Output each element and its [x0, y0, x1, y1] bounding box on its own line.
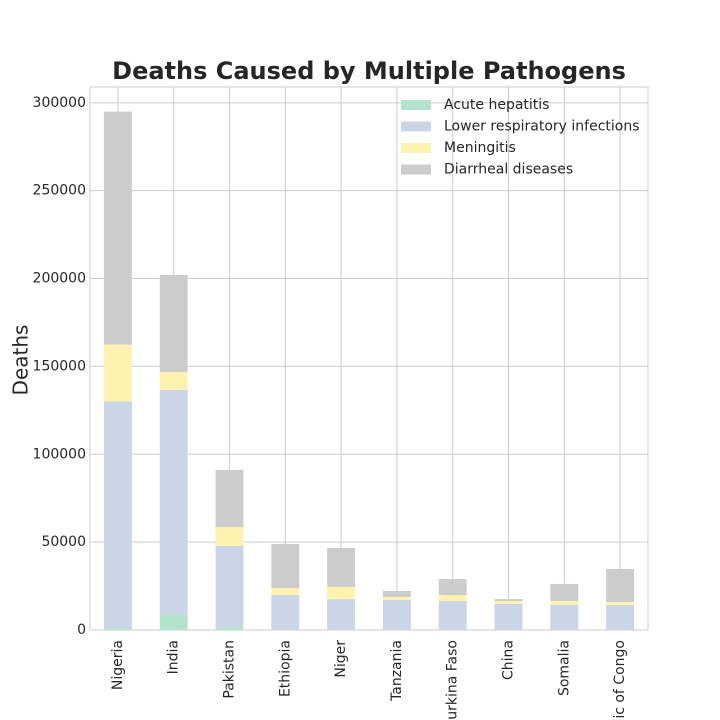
x-tick-label: China: [501, 640, 517, 680]
bar-segment: [103, 111, 132, 345]
legend-swatch: [401, 100, 431, 110]
x-tick-label: Somalia: [556, 640, 572, 696]
bar-segment: [382, 590, 411, 597]
legend-label: Acute hepatitis: [444, 97, 549, 113]
y-tick-label: 50000: [41, 534, 86, 550]
x-tick-label: Niger: [333, 640, 349, 678]
legend-label: Lower respiratory infections: [444, 119, 640, 135]
bar-segment: [271, 629, 300, 630]
bar-segment: [550, 601, 579, 606]
bar-segment: [550, 583, 579, 602]
x-tick-label: Democratic Republic of Congo: [612, 640, 628, 720]
bar-segment: [494, 601, 523, 604]
bar-segment: [382, 596, 411, 600]
legend-label: Diarrheal diseases: [444, 162, 573, 178]
bar-segment: [215, 527, 244, 547]
bar-segment: [438, 601, 467, 630]
x-tick-label: Pakistan: [222, 640, 238, 699]
legend-swatch: [401, 164, 431, 175]
bar-segment: [271, 595, 300, 630]
bar-segment: [215, 546, 244, 628]
bar-segment: [271, 588, 300, 596]
bar-segment: [382, 599, 411, 630]
bar-segment: [438, 579, 467, 596]
chart-title: Deaths Caused by Multiple Pathogens: [112, 57, 626, 85]
bar-segment: [606, 605, 635, 630]
bar-segment: [327, 586, 356, 600]
bar-segment: [606, 569, 635, 603]
y-tick-label: 200000: [33, 271, 86, 287]
bar-segment: [159, 389, 188, 615]
bar-segment: [271, 544, 300, 589]
bar-segment: [494, 599, 523, 602]
bar-segment: [494, 629, 523, 630]
y-tick-label: 300000: [33, 95, 86, 111]
y-tick-label: 0: [77, 622, 86, 638]
y-tick-label: 250000: [33, 183, 86, 199]
y-tick-label: 100000: [33, 446, 86, 462]
x-tick-label: Burkina Faso: [445, 640, 461, 720]
bar-segment: [159, 372, 188, 390]
y-tick-label: 150000: [33, 358, 86, 374]
bar-segment: [103, 401, 132, 629]
bar-segment: [159, 614, 188, 630]
bar-segment: [159, 275, 188, 373]
x-tick-label: India: [166, 640, 182, 674]
bar-segment: [438, 595, 467, 602]
bar-segment: [606, 602, 635, 606]
bar-segment: [327, 599, 356, 630]
x-tick-label: Ethiopia: [277, 640, 293, 697]
bar-segment: [494, 603, 523, 630]
bar-segment: [103, 344, 132, 402]
bar-segment: [327, 547, 356, 587]
legend-swatch: [401, 121, 431, 132]
bar-segment: [215, 627, 244, 630]
x-tick-label: Nigeria: [110, 640, 126, 690]
bar-segment: [215, 469, 244, 528]
y-axis-label: Deaths: [9, 325, 33, 396]
bar-segment: [103, 628, 132, 630]
bar-segment: [550, 605, 579, 630]
legend-label: Meningitis: [444, 140, 516, 156]
x-tick-label: Tanzania: [389, 640, 405, 702]
legend-swatch: [401, 143, 431, 153]
